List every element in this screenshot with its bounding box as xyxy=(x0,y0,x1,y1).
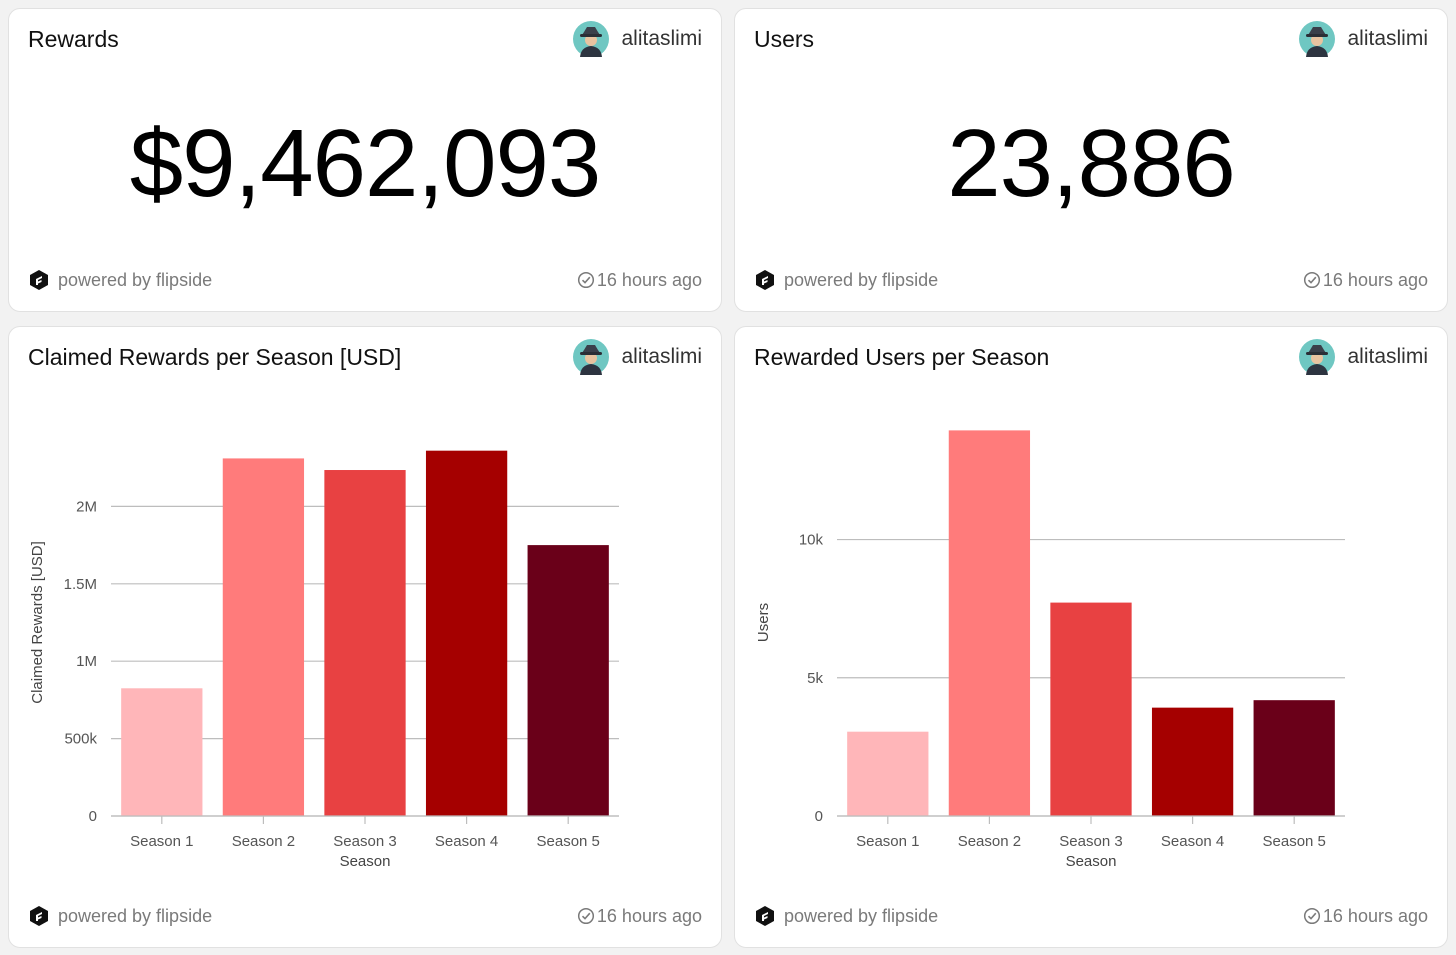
y-axis-title: Users xyxy=(755,603,772,642)
avatar-icon xyxy=(1299,21,1336,57)
x-tick-label: Season 4 xyxy=(435,833,498,850)
flipside-branding[interactable]: powered by flipside xyxy=(754,269,938,291)
x-tick-label: Season 1 xyxy=(856,833,919,850)
chart-title: Claimed Rewards per Season [USD] xyxy=(28,344,402,370)
card-footer: powered by flipside 16 hours ago xyxy=(754,903,1428,929)
bar-5 xyxy=(1253,700,1335,816)
x-axis-title: Season xyxy=(1066,853,1117,870)
refresh-status[interactable]: 16 hours ago xyxy=(1303,906,1428,927)
bar-2 xyxy=(948,430,1031,816)
brand-text: powered by flipside xyxy=(58,269,213,290)
author-badge[interactable]: alitaslimi xyxy=(573,339,702,375)
y-tick-label: 0 xyxy=(815,808,823,825)
author-badge[interactable]: alitaslimi xyxy=(573,21,702,57)
avatar-icon xyxy=(573,339,610,375)
x-tick-label: Season 5 xyxy=(537,833,600,850)
author-badge[interactable]: alitaslimi xyxy=(1299,339,1428,375)
brand-text: powered by flipside xyxy=(784,269,939,290)
x-tick-label: Season 1 xyxy=(130,833,193,850)
flipside-logo-icon xyxy=(756,270,774,290)
rewards-value: $9,462,093 xyxy=(129,110,601,217)
chart-title: Rewarded Users per Season xyxy=(754,344,1050,370)
refresh-text: 16 hours ago xyxy=(596,269,702,290)
card-title: Users xyxy=(754,26,815,52)
card-footer: powered by flipside 16 hours ago xyxy=(754,267,1428,293)
check-circle-icon xyxy=(1303,907,1320,925)
refresh-text: 16 hours ago xyxy=(596,905,702,926)
bar-3 xyxy=(324,470,406,816)
flipside-logo-icon xyxy=(756,906,774,926)
author-name[interactable]: alitaslimi xyxy=(621,27,702,50)
bar-3 xyxy=(1050,602,1132,816)
x-axis-title: Season xyxy=(340,853,391,870)
bar-4 xyxy=(425,450,508,816)
author-name[interactable]: alitaslimi xyxy=(1347,345,1428,368)
users-card: Users alitaslimi 23,886 powered by flips… xyxy=(734,8,1448,312)
refresh-status[interactable]: 16 hours ago xyxy=(577,270,702,291)
y-tick-label: 1.5M xyxy=(64,576,97,593)
card-footer: powered by flipside 16 hours ago xyxy=(28,903,702,929)
y-tick-label: 10k xyxy=(799,532,824,549)
flipside-branding[interactable]: powered by flipside xyxy=(28,905,212,927)
users-value: 23,886 xyxy=(947,110,1236,217)
refresh-status[interactable]: 16 hours ago xyxy=(1303,270,1428,291)
flipside-branding[interactable]: powered by flipside xyxy=(28,269,212,291)
rewarded-users-chart: 0 5k 10k Season 1 Season 2 Season 3 Season 4 Se… xyxy=(755,430,1345,870)
check-circle-icon xyxy=(577,271,594,289)
check-circle-icon xyxy=(1303,271,1320,289)
y-tick-label: 2M xyxy=(76,498,97,515)
y-tick-label: 5k xyxy=(807,670,823,687)
avatar-icon xyxy=(573,21,610,57)
rewarded-users-card: 0 5k 10k Season 1 Season 2 Season 3 Season 4 Se… xyxy=(734,326,1448,948)
claimed-rewards-card: 0 500k 1M 1.5M 2M Season 1 Season 2 Season 3 Sea… xyxy=(8,326,722,948)
bar-1 xyxy=(847,731,929,816)
brand-text: powered by flipside xyxy=(58,905,213,926)
bar-4 xyxy=(1151,707,1234,816)
rewards-card: Rewards alitaslimi $9,462,093 powered by… xyxy=(8,8,722,312)
check-circle-icon xyxy=(577,907,594,925)
flipside-branding[interactable]: powered by flipside xyxy=(754,905,938,927)
y-tick-label: 500k xyxy=(64,731,97,748)
refresh-status[interactable]: 16 hours ago xyxy=(577,906,702,927)
bar-1 xyxy=(121,688,203,816)
x-tick-label: Season 2 xyxy=(958,833,1021,850)
claimed-rewards-chart: 0 500k 1M 1.5M 2M Season 1 Season 2 Season 3 Sea… xyxy=(29,450,619,870)
card-title: Rewards xyxy=(28,26,119,52)
x-tick-label: Season 3 xyxy=(1059,833,1122,850)
flipside-logo-icon xyxy=(30,270,48,290)
author-badge[interactable]: alitaslimi xyxy=(1299,21,1428,57)
bar-5 xyxy=(527,545,609,816)
avatar-icon xyxy=(1299,339,1336,375)
x-tick-label: Season 5 xyxy=(1263,833,1326,850)
flipside-logo-icon xyxy=(30,906,48,926)
x-tick-label: Season 3 xyxy=(333,833,396,850)
brand-text: powered by flipside xyxy=(784,905,939,926)
y-tick-label: 1M xyxy=(76,653,97,670)
x-tick-label: Season 2 xyxy=(232,833,295,850)
y-axis-title: Claimed Rewards [USD] xyxy=(29,541,46,704)
bar-2 xyxy=(222,458,305,816)
author-name[interactable]: alitaslimi xyxy=(621,345,702,368)
author-name[interactable]: alitaslimi xyxy=(1347,27,1428,50)
refresh-text: 16 hours ago xyxy=(1322,269,1428,290)
y-tick-label: 0 xyxy=(89,808,97,825)
x-tick-label: Season 4 xyxy=(1161,833,1224,850)
refresh-text: 16 hours ago xyxy=(1322,905,1428,926)
card-footer: powered by flipside 16 hours ago xyxy=(28,267,702,293)
